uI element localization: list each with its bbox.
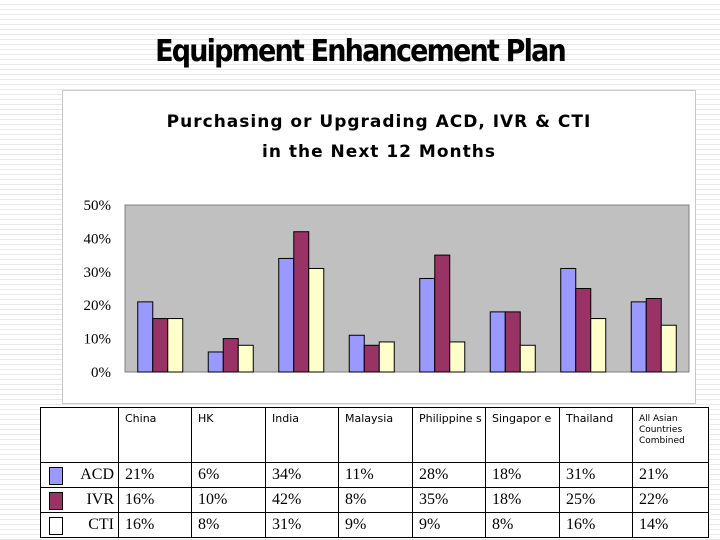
y-tick-label: 10%	[84, 332, 112, 348]
bar-acd	[630, 301, 647, 373]
table-cell: 16%	[118, 512, 192, 538]
y-tick-label: 30%	[84, 265, 112, 281]
bar-acd	[137, 301, 154, 373]
row-label: CTI	[88, 516, 114, 533]
bar-acd	[489, 311, 506, 373]
bar-ivr	[575, 288, 592, 373]
bar-ivr	[363, 344, 380, 373]
bar-ivr	[293, 231, 310, 373]
table-row: IVR 16% 10% 42% 8% 35% 18% 25% 22%	[40, 487, 709, 513]
table-cell: 8%	[338, 487, 413, 513]
row-label: ACD	[80, 466, 114, 483]
legend-swatch-acd	[49, 467, 63, 485]
row-label-cell: ACD	[40, 462, 119, 488]
bar-cti	[449, 341, 466, 373]
y-tick-label: 0%	[91, 365, 111, 381]
table-cell: 31%	[559, 462, 633, 488]
bar-cti	[590, 318, 607, 373]
table-cell: 34%	[265, 462, 339, 488]
table-cell: 9%	[412, 512, 486, 538]
table-header-cell: All Asian Countries Combined	[632, 407, 709, 463]
chart-title-line: in the Next 12 Months	[262, 142, 496, 162]
y-tick-label: 20%	[84, 298, 112, 314]
y-tick-label: 40%	[84, 231, 112, 247]
bar-cti	[378, 341, 395, 373]
table-cell: 10%	[191, 487, 266, 513]
bar-ivr	[434, 254, 451, 373]
bar-ivr	[222, 338, 239, 373]
table-header-cell: Philippine s	[412, 407, 486, 463]
bar-acd	[419, 277, 436, 373]
table-cell: 11%	[338, 462, 413, 488]
bar-cti	[167, 318, 184, 373]
table-cell: 31%	[265, 512, 339, 538]
bar-acd	[207, 351, 224, 373]
table-cell: 22%	[632, 487, 709, 513]
bar-ivr	[645, 298, 662, 373]
table-header-cell: Singapor e	[485, 407, 560, 463]
table-header-cell: Thailand	[559, 407, 633, 463]
table-cell: 21%	[632, 462, 709, 488]
table-cell: 14%	[632, 512, 709, 538]
table-cell: 18%	[485, 462, 560, 488]
slide-title: Equipment Enhancement Plan	[155, 34, 567, 69]
table-cell: 42%	[265, 487, 339, 513]
bar-cti	[308, 267, 325, 373]
table-cell: 6%	[191, 462, 266, 488]
chart-title-line: Purchasing or Upgrading ACD, IVR & CTI	[167, 112, 592, 132]
table-cell: 16%	[118, 487, 192, 513]
legend-swatch-cti	[49, 517, 63, 535]
table-header-row: China HK India Malaysia Philippine s Sin…	[40, 407, 709, 463]
table-cell: 35%	[412, 487, 486, 513]
table-cell: 9%	[338, 512, 413, 538]
row-label-cell: IVR	[40, 487, 119, 513]
table-cell: 25%	[559, 487, 633, 513]
table-header-cell: India	[265, 407, 339, 463]
row-label-cell: CTI	[40, 512, 119, 538]
bar-acd	[348, 334, 365, 373]
bar-acd	[560, 267, 577, 373]
table-cell: 8%	[485, 512, 560, 538]
y-tick-label: 50%	[84, 198, 112, 214]
table-cell: 18%	[485, 487, 560, 513]
table-cell: 16%	[559, 512, 633, 538]
bar-ivr	[152, 318, 169, 373]
bar-chart: Purchasing or Upgrading ACD, IVR & CTI in…	[84, 112, 690, 381]
bar-cti	[237, 344, 254, 373]
row-label: IVR	[86, 491, 114, 508]
data-table: China HK India Malaysia Philippine s Sin…	[40, 407, 709, 538]
bar-acd	[278, 257, 295, 373]
table-header-cell: HK	[191, 407, 266, 463]
table-header-cell: Malaysia	[338, 407, 413, 463]
bar-cti	[660, 324, 677, 373]
bar-ivr	[504, 311, 521, 373]
table-row: CTI 16% 8% 31% 9% 9% 8% 16% 14%	[40, 512, 709, 538]
table-row: ACD 21% 6% 34% 11% 28% 18% 31% 21%	[40, 462, 709, 488]
chart-container: Purchasing or Upgrading ACD, IVR & CTI in…	[62, 90, 696, 404]
table-header-cell: China	[118, 407, 192, 463]
table-cell: 28%	[412, 462, 486, 488]
table-corner-cell	[40, 407, 119, 463]
table-cell: 21%	[118, 462, 192, 488]
legend-swatch-ivr	[49, 492, 63, 510]
table-cell: 8%	[191, 512, 266, 538]
bar-cti	[519, 344, 536, 373]
